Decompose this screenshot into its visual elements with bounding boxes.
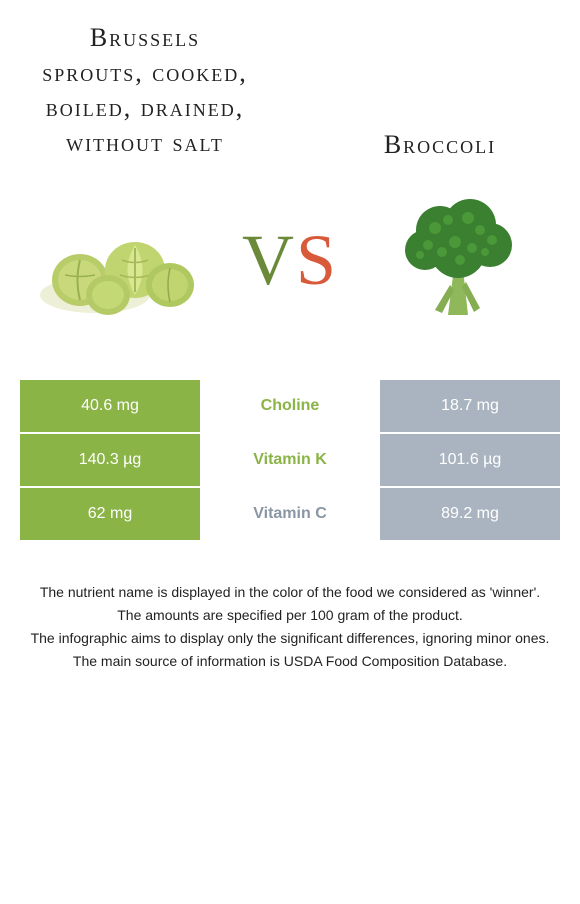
note-line: The amounts are specified per 100 gram o… <box>20 605 560 626</box>
table-row: 62 mg Vitamin C 89.2 mg <box>20 488 560 540</box>
cell-right-value: 18.7 mg <box>380 380 560 432</box>
footer-notes: The nutrient name is displayed in the co… <box>0 542 580 672</box>
cell-left-value: 40.6 mg <box>20 380 200 432</box>
brussels-sprouts-image <box>40 190 200 330</box>
cell-left-value: 62 mg <box>20 488 200 540</box>
food-title-left: Brussels sprouts, cooked, boiled, draine… <box>40 20 250 160</box>
table-row: 40.6 mg Choline 18.7 mg <box>20 380 560 432</box>
cell-nutrient-name: Vitamin C <box>200 488 380 540</box>
food-title-right: Broccoli <box>340 130 540 160</box>
cell-right-value: 89.2 mg <box>380 488 560 540</box>
vs-v-letter: V <box>242 220 296 300</box>
vs-label: VS <box>242 219 338 302</box>
nutrient-table: 40.6 mg Choline 18.7 mg 140.3 µg Vitamin… <box>0 380 580 540</box>
images-row: VS <box>0 160 580 370</box>
cell-nutrient-name: Choline <box>200 380 380 432</box>
cell-right-value: 101.6 µg <box>380 434 560 486</box>
broccoli-image <box>380 190 540 330</box>
cell-left-value: 140.3 µg <box>20 434 200 486</box>
note-line: The main source of information is USDA F… <box>20 651 560 672</box>
vs-s-letter: S <box>296 220 338 300</box>
note-line: The nutrient name is displayed in the co… <box>20 582 560 603</box>
table-row: 140.3 µg Vitamin K 101.6 µg <box>20 434 560 486</box>
header: Brussels sprouts, cooked, boiled, draine… <box>0 0 580 160</box>
cell-nutrient-name: Vitamin K <box>200 434 380 486</box>
note-line: The infographic aims to display only the… <box>20 628 560 649</box>
